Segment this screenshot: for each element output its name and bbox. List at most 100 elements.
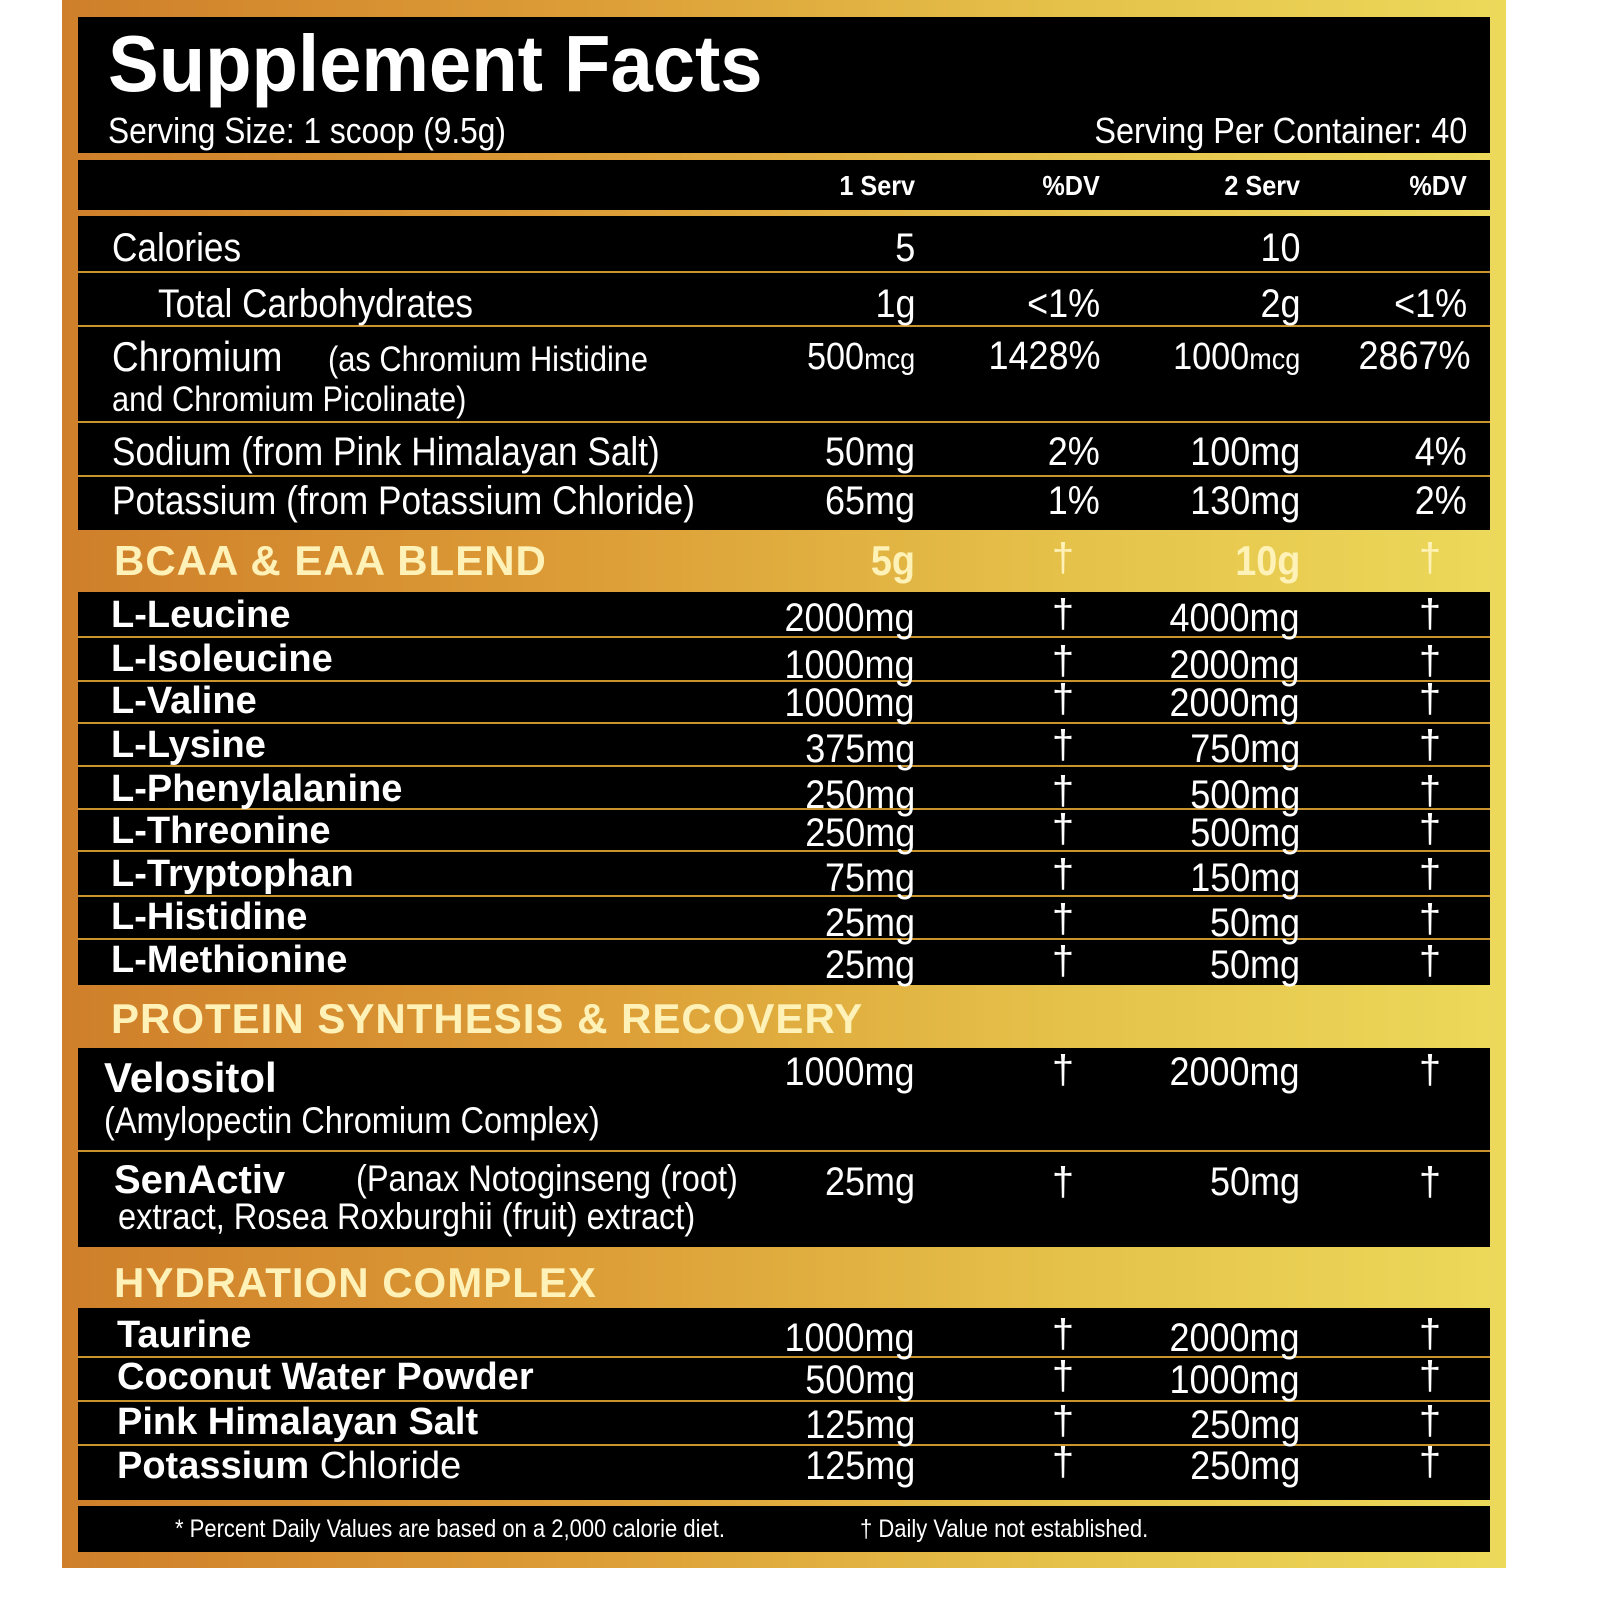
amino-serv2: 4000mg (1169, 596, 1300, 640)
amino-name: L-Isoleucine (111, 638, 333, 680)
dagger-icon: † (1051, 897, 1075, 941)
nutrient-dv2: 4% (1414, 430, 1467, 474)
nutrient-serv1: 65mg (824, 479, 915, 523)
dagger-icon: † (1051, 1440, 1075, 1484)
black-block (78, 1048, 1490, 1247)
divider (78, 938, 1490, 940)
amino-serv2: 150mg (1189, 856, 1300, 900)
amino-serv1: 1000mg (784, 681, 915, 725)
divider (78, 680, 1490, 682)
nutrient-name: Calories (112, 226, 242, 270)
senactiv-serv1: 25mg (824, 1160, 915, 1204)
nutrient-dv2: 2% (1414, 479, 1467, 523)
ingredient-name-senactiv: SenActiv (114, 1158, 286, 1202)
nutrient-dv1: 2% (1047, 430, 1100, 474)
amount: 500 (806, 336, 864, 378)
amino-name: L-Tryptophan (111, 853, 354, 895)
ingredient-note: (Panax Notoginseng (root) (356, 1158, 738, 1199)
page-title: Supplement Facts (108, 19, 763, 108)
amino-serv2: 500mg (1189, 773, 1300, 817)
nutrient-note: and Chromium Picolinate) (112, 380, 467, 419)
hydration-name: Coconut Water Powder (117, 1358, 534, 1396)
amino-serv1: 75mg (824, 856, 915, 900)
serving-size: Serving Size: 1 scoop (9.5g) (108, 110, 506, 151)
hydration-serv1: 125mg (804, 1444, 915, 1488)
amino-name: L-Threonine (111, 810, 331, 852)
dagger-icon: † (1418, 1399, 1442, 1443)
hydration-serv2: 2000mg (1169, 1316, 1300, 1360)
amino-serv1: 250mg (804, 773, 915, 817)
nutrient-dv2: <1% (1393, 282, 1467, 326)
dagger-icon: † (1418, 807, 1442, 851)
dagger-icon: † (1051, 1354, 1075, 1398)
amino-serv1: 25mg (824, 943, 915, 987)
dagger-icon: † (1418, 1160, 1442, 1204)
column-header: 2 Serv (1224, 170, 1300, 201)
dagger-icon: † (1418, 592, 1442, 636)
black-block (78, 1506, 1490, 1552)
nutrient-name: Total Carbohydrates (158, 282, 474, 326)
amino-name: L-Histidine (111, 896, 308, 938)
nutrient-serv2: 10 (1259, 226, 1300, 270)
black-block (78, 17, 1490, 153)
name-bold: Pink Himalayan Salt (117, 1401, 479, 1443)
hydration-serv1: 125mg (804, 1403, 915, 1447)
velositol-serv1: 1000mg (784, 1050, 915, 1094)
dagger-icon: † (1418, 769, 1442, 813)
hydration-name: Potassium Chloride (117, 1447, 461, 1485)
nutrient-dv1: 1428% (988, 334, 1101, 378)
hydration-name: Taurine (117, 1316, 251, 1354)
ingredient-note: extract, Rosea Roxburghii (fruit) extrac… (118, 1196, 696, 1237)
dagger-icon: † (1051, 592, 1075, 636)
dagger-icon: † (1418, 939, 1442, 983)
column-header: %DV (1409, 170, 1467, 201)
divider (78, 895, 1490, 897)
dagger-icon: † (1051, 1312, 1075, 1356)
dagger-icon: † (1418, 1048, 1442, 1092)
amino-serv1: 1000mg (784, 643, 915, 687)
dagger-icon: † (1418, 536, 1442, 580)
divider (78, 421, 1490, 423)
name-bold: Potassium (117, 1445, 310, 1487)
amino-serv2: 500mg (1189, 811, 1300, 855)
column-header: %DV (1042, 170, 1100, 201)
divider (78, 1400, 1490, 1402)
amino-serv2: 2000mg (1169, 681, 1300, 725)
dagger-icon: † (1051, 723, 1075, 767)
amino-name: L-Methionine (111, 939, 348, 981)
amino-name: L-Lysine (111, 724, 266, 766)
footnote-dagger: † Daily Value not established. (860, 1515, 1149, 1543)
column-header: 1 Serv (839, 170, 915, 201)
black-block (78, 216, 1490, 530)
divider (78, 722, 1490, 724)
amino-name: L-Leucine (111, 594, 291, 636)
dagger-icon: † (1051, 939, 1075, 983)
hydration-serv2: 250mg (1189, 1403, 1300, 1447)
nutrient-dv1: 1% (1047, 479, 1100, 523)
unit: mcg (1248, 343, 1300, 376)
unit: mcg (863, 343, 915, 376)
dagger-icon: † (1051, 639, 1075, 683)
amino-name: L-Phenylalanine (111, 768, 403, 810)
hydration-serv1: 500mg (804, 1358, 915, 1402)
nutrient-serv1: 1g (874, 282, 915, 326)
dagger-icon: † (1051, 1399, 1075, 1443)
amino-serv2: 50mg (1209, 901, 1300, 945)
dagger-icon: † (1418, 1440, 1442, 1484)
dagger-icon: † (1418, 897, 1442, 941)
dagger-icon: † (1051, 536, 1075, 580)
nutrient-name: Sodium (from Pink Himalayan Salt) (112, 430, 660, 474)
nutrient-serv1: 50mg (824, 430, 915, 474)
dagger-icon: † (1418, 723, 1442, 767)
nutrient-serv1: 500mcg (807, 338, 915, 376)
dagger-icon: † (1418, 852, 1442, 896)
amino-serv1: 2000mg (784, 596, 915, 640)
dagger-icon: † (1051, 1048, 1075, 1092)
name-bold: Taurine (117, 1314, 252, 1356)
dagger-icon: † (1418, 1312, 1442, 1356)
hydration-serv2: 1000mg (1169, 1358, 1300, 1402)
section-header-bcaa: BCAA & EAA BLEND (114, 537, 547, 584)
dagger-icon: † (1418, 1354, 1442, 1398)
ingredient-name-velositol: Velositol (104, 1054, 277, 1101)
nutrient-dv2: 2867% (1358, 334, 1471, 378)
